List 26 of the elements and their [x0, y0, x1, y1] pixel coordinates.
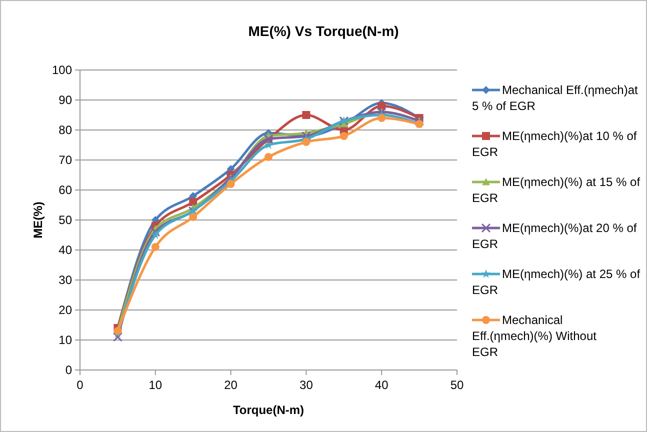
- y-tick-label: 50: [58, 213, 72, 227]
- legend-label: Mechanical Eff.(ηmech)(%) Without EGR: [472, 313, 598, 359]
- y-tick-label: 60: [58, 183, 72, 197]
- x-tick-label: 30: [300, 378, 314, 392]
- legend-label: ME(ηmech)(%) at 15 % of EGR: [472, 175, 641, 205]
- x-axis-title: Torque(N-m): [232, 403, 304, 417]
- y-tick-label: 20: [58, 303, 72, 317]
- x-tick-label: 20: [224, 378, 238, 392]
- legend-label: ME(ηmech)(%) at 25 % of EGR: [472, 267, 641, 297]
- y-tick-label: 100: [52, 63, 72, 77]
- y-tick-label: 90: [58, 93, 72, 107]
- y-tick-label: 0: [65, 363, 72, 377]
- y-tick-label: 30: [58, 273, 72, 287]
- x-tick-label: 40: [374, 378, 389, 392]
- x-tick-label: 50: [450, 378, 464, 392]
- legend-label: ME(ηmech)(%)at 10 % of EGR: [472, 129, 638, 159]
- y-tick-label: 40: [58, 243, 72, 257]
- y-tick-label: 80: [58, 123, 72, 137]
- legend-label: Mechanical Eff.(ηmech)at 5 % of EGR: [472, 83, 639, 113]
- legend-label: ME(ηmech)(%)at 20 % of EGR: [472, 221, 638, 251]
- y-axis-title: ME(%): [31, 202, 45, 238]
- y-tick-label: 70: [58, 153, 72, 167]
- x-tick-label: 0: [76, 378, 84, 392]
- x-tick-label: 10: [148, 378, 162, 392]
- y-tick-label: 10: [58, 333, 72, 347]
- chart-title: ME(%) Vs Torque(N-m): [248, 23, 399, 39]
